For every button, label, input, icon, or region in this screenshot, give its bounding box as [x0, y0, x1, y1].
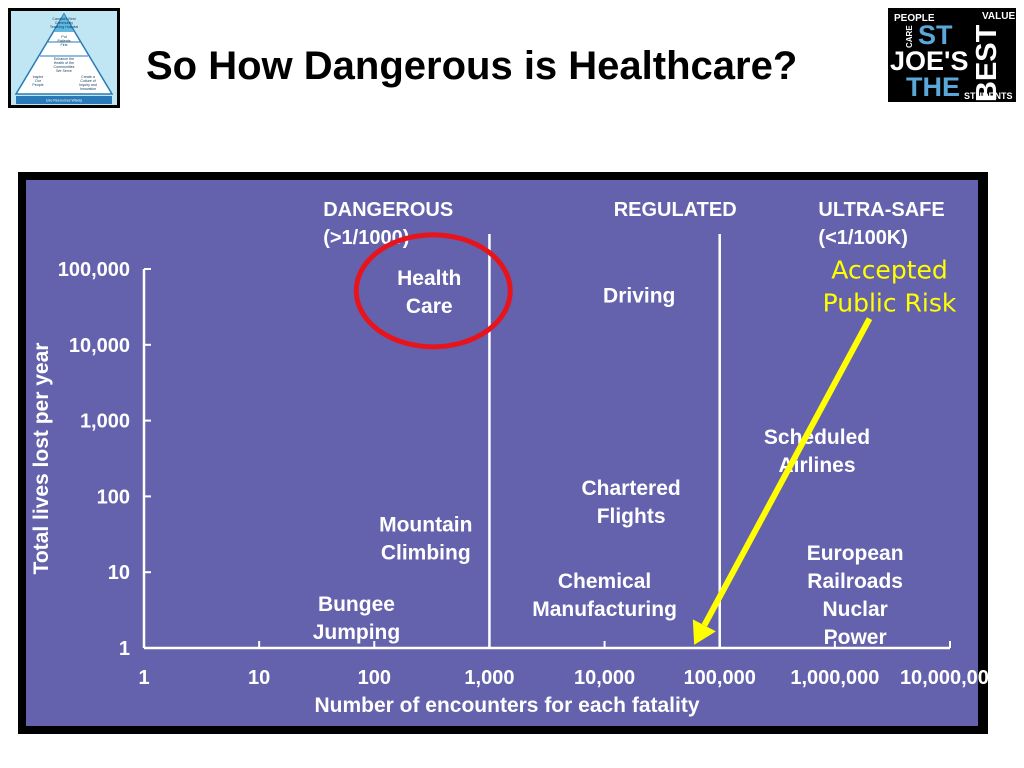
highlight-circle: [353, 232, 513, 350]
point-label: Scheduled: [764, 426, 870, 449]
annotation-arrow: [701, 317, 873, 627]
point-label: Climbing: [381, 541, 471, 564]
logo-left-text: First: [61, 43, 68, 47]
logo-left-text: Patients: [58, 39, 71, 43]
x-axis-label: Number of encounters for each fatality: [314, 694, 699, 717]
annotation-text: Public Risk: [823, 289, 957, 318]
plot-background: [26, 180, 978, 726]
logo-right-word: JOE'S: [890, 46, 968, 76]
y-axis-label: Total lives lost per year: [30, 343, 53, 575]
logo-left-text: Put: [61, 35, 66, 39]
logo-left-text: Innovation: [80, 87, 97, 91]
logo-left-text: Community: [55, 21, 73, 25]
point-label: Bungee: [318, 593, 395, 616]
y-tick-label: 10: [108, 562, 130, 584]
zone-label: REGULATED: [614, 199, 737, 221]
point-layer: Health Care Driving Scheduled Airlines Charte…: [313, 232, 904, 649]
point-label: Jumping: [313, 621, 401, 644]
logo-left-text: Create a: [81, 75, 95, 79]
logo-right-word: STUDENTS: [964, 91, 1013, 101]
x-tick-label: 10,000,000: [900, 667, 988, 689]
x-tick-label: 1,000,000: [790, 667, 879, 689]
point-label: Nuclar: [822, 598, 887, 621]
annotation-arrowhead: [692, 619, 716, 645]
point-label: Chemical: [558, 570, 651, 593]
logo-left-text: Use Resources Wisely: [46, 99, 82, 103]
x-tick-label: 10,000: [574, 667, 635, 689]
y-tick-label: 10,000: [69, 335, 130, 357]
point-label: Railroads: [807, 570, 903, 593]
logo-left-text: Inspire: [33, 75, 44, 79]
logo-right-word: BEST: [971, 24, 1003, 102]
y-tick-label: 100: [97, 486, 130, 508]
y-tick-label: 1,000: [80, 411, 130, 433]
point-label: Chartered: [582, 477, 681, 500]
point-label: Manufacturing: [532, 598, 677, 621]
hospital-pyramid-logo: Canada's Best Community Teaching Hospital P…: [8, 8, 120, 108]
point-label: Flights: [597, 505, 666, 528]
y-tick-label: 100,000: [58, 259, 130, 281]
axes: 1 10 100 1,000 10,000 100,000 1,000,000 10,000,…: [30, 259, 988, 717]
point-label: Power: [824, 626, 887, 649]
point-label: Health: [397, 267, 461, 290]
annotation-layer: Accepted Public Risk: [692, 256, 957, 645]
point-label: European: [807, 542, 904, 565]
logo-left-text: Inquiry and: [79, 83, 97, 87]
logo-right-word: VALUE: [982, 11, 1015, 22]
zone-label: (>1/1000): [323, 227, 409, 249]
x-tick-label: 100: [358, 667, 391, 689]
point-label: Airlines: [779, 454, 856, 477]
zone-layer: DANGEROUS (>1/1000) REGULATED ULTRA-SAFE (<1…: [323, 199, 945, 648]
logo-left-text: Enhance the: [54, 57, 74, 61]
logo-left-text: Canada's Best: [52, 17, 75, 21]
logo-left-text: Culture of: [80, 79, 96, 83]
logo-left-text: Health of the: [54, 61, 74, 65]
risk-chart: 1 10 100 1,000 10,000 100,000 1,000,000 10,000,…: [26, 180, 988, 726]
logo-right-word: THE: [906, 72, 960, 102]
logo-left-text: People: [32, 83, 43, 87]
x-tick-label: 10: [248, 667, 270, 689]
point-label: Driving: [603, 284, 675, 307]
zone-label: ULTRA-SAFE: [818, 199, 944, 221]
logo-left-text: We Serve: [56, 69, 72, 73]
logo-left-text: Teaching Hospital: [50, 25, 79, 29]
logo-right-word: CARE: [905, 25, 914, 48]
x-tick-label: 1: [138, 667, 149, 689]
st-joes-logo: PEOPLE VALUE CARE ST JOE'S THE BEST STUDENTS: [888, 8, 1016, 102]
logo-left-text: Communities: [54, 65, 75, 69]
point-label: Mountain: [379, 513, 472, 536]
logo-right-word: PEOPLE: [894, 13, 935, 24]
slide-title: So How Dangerous is Healthcare?: [146, 44, 798, 88]
logo-right-word: ST: [918, 20, 953, 50]
annotation-text: Accepted: [831, 256, 947, 285]
point-label: Care: [406, 295, 453, 318]
y-tick-label: 1: [119, 638, 130, 660]
logo-left-text: Our: [35, 79, 42, 83]
x-tick-label: 1,000: [464, 667, 514, 689]
zone-label: DANGEROUS: [323, 199, 453, 221]
zone-label: (<1/100K): [818, 227, 908, 249]
chart-frame: 1 10 100 1,000 10,000 100,000 1,000,000 10,000,…: [18, 172, 988, 734]
x-tick-label: 100,000: [684, 667, 756, 689]
